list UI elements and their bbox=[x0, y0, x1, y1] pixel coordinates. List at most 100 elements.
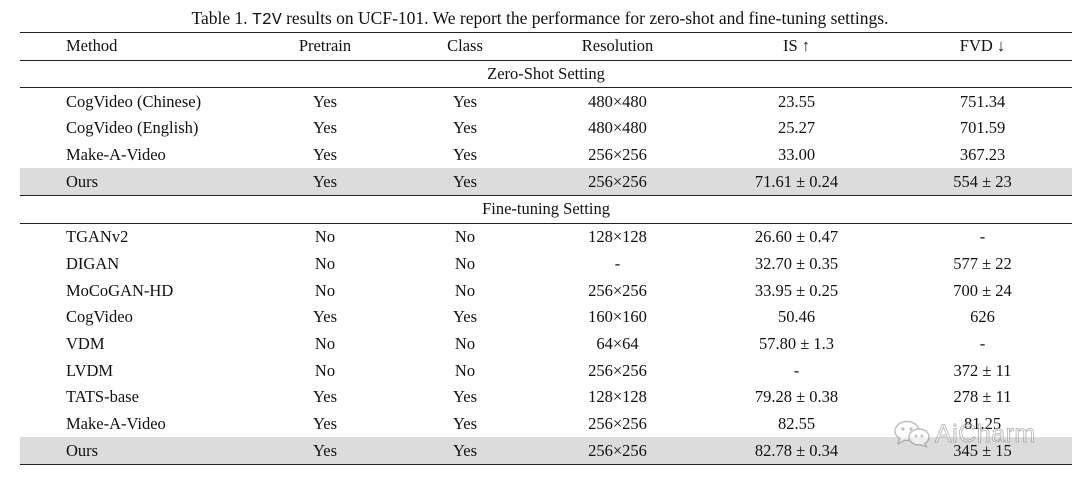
cell-fvd: 81.25 bbox=[963, 413, 1002, 433]
cell-fvd: - bbox=[979, 333, 986, 353]
cell-pretrain: Yes bbox=[312, 118, 337, 138]
cell-resolution: 256×256 bbox=[588, 413, 647, 433]
cell-method: MoCoGAN-HD bbox=[66, 280, 174, 300]
cell-is: - bbox=[793, 360, 800, 380]
header-pretrain: Pretrain bbox=[255, 32, 395, 61]
cell-fvd: 701.59 bbox=[959, 118, 1006, 138]
cell-pretrain: Yes bbox=[312, 91, 337, 111]
cell-method: DIGAN bbox=[66, 253, 120, 273]
cell-fvd: 345 ± 15 bbox=[893, 437, 1072, 466]
table-row: CogVideo Yes Yes 160×160 50.46 626 bbox=[20, 304, 1072, 331]
section-title: Fine-tuning Setting bbox=[20, 195, 1072, 224]
table-row: CogVideo (English) Yes Yes 480×480 25.27… bbox=[20, 115, 1072, 142]
cell-method: Make-A-Video bbox=[66, 145, 166, 165]
caption-model-code: T2V bbox=[252, 10, 282, 29]
cell-pretrain: Yes bbox=[255, 168, 395, 197]
cell-is: 79.28 ± 0.38 bbox=[754, 387, 839, 407]
table-row: TGANv2 No No 128×128 26.60 ± 0.47 - bbox=[20, 223, 1072, 250]
cell-is: 26.60 ± 0.47 bbox=[754, 227, 839, 247]
table-row: Make-A-Video Yes Yes 256×256 82.55 81.25 bbox=[20, 411, 1072, 438]
cell-method: LVDM bbox=[66, 360, 114, 380]
cell-resolution: 64×64 bbox=[596, 333, 639, 353]
cell-fvd: 372 ± 11 bbox=[953, 360, 1012, 380]
section-header-row: Zero-Shot Setting bbox=[20, 60, 1072, 89]
cell-method: TATS-base bbox=[66, 387, 139, 407]
header-row: Method Pretrain Class Resolution IS ↑ FV… bbox=[20, 32, 1072, 61]
table-row: MoCoGAN-HD No No 256×256 33.95 ± 0.25 70… bbox=[20, 277, 1072, 304]
cell-method: TGANv2 bbox=[66, 227, 129, 247]
cell-pretrain: Yes bbox=[312, 145, 337, 165]
header-fvd: FVD ↓ bbox=[893, 32, 1072, 61]
cell-is: 23.55 bbox=[777, 91, 816, 111]
cell-is: 25.27 bbox=[777, 118, 816, 138]
cell-class: Yes bbox=[452, 145, 477, 165]
cell-method: Ours bbox=[20, 437, 255, 466]
cell-method: VDM bbox=[66, 333, 105, 353]
table-row: CogVideo (Chinese) Yes Yes 480×480 23.55… bbox=[20, 88, 1072, 115]
cell-class: No bbox=[454, 280, 476, 300]
cell-class: No bbox=[454, 360, 476, 380]
header-is: IS ↑ bbox=[700, 32, 893, 61]
cell-resolution: 256×256 bbox=[535, 437, 700, 466]
cell-class: No bbox=[454, 253, 476, 273]
cell-resolution: - bbox=[614, 253, 621, 273]
cell-pretrain: No bbox=[314, 333, 336, 353]
caption-prefix: Table 1. bbox=[191, 8, 253, 28]
cell-class: Yes bbox=[452, 307, 477, 327]
cell-pretrain: Yes bbox=[312, 413, 337, 433]
cell-pretrain: No bbox=[314, 360, 336, 380]
cell-is: 57.80 ± 1.3 bbox=[758, 333, 835, 353]
cell-method: CogVideo bbox=[66, 307, 133, 327]
cell-pretrain: No bbox=[314, 253, 336, 273]
cell-fvd: 751.34 bbox=[959, 91, 1006, 111]
table-row: TATS-base Yes Yes 128×128 79.28 ± 0.38 2… bbox=[20, 384, 1072, 411]
cell-is: 33.95 ± 0.25 bbox=[754, 280, 839, 300]
cell-class: Yes bbox=[452, 118, 477, 138]
cell-resolution: 160×160 bbox=[588, 307, 647, 327]
cell-is: 82.78 ± 0.34 bbox=[700, 437, 893, 466]
cell-fvd: 577 ± 22 bbox=[953, 253, 1012, 273]
cell-method: CogVideo (Chinese) bbox=[66, 91, 202, 111]
cell-resolution: 256×256 bbox=[588, 145, 647, 165]
table-row-highlighted: Ours Yes Yes 256×256 71.61 ± 0.24 554 ± … bbox=[20, 168, 1072, 197]
header-resolution: Resolution bbox=[535, 32, 700, 61]
caption-suffix: results on UCF-101. We report the perfor… bbox=[281, 8, 889, 28]
cell-pretrain: Yes bbox=[312, 387, 337, 407]
cell-class: Yes bbox=[452, 91, 477, 111]
cell-resolution: 256×256 bbox=[588, 360, 647, 380]
cell-resolution: 256×256 bbox=[535, 168, 700, 197]
cell-class: Yes bbox=[452, 387, 477, 407]
table-row: Make-A-Video Yes Yes 256×256 33.00 367.2… bbox=[20, 142, 1072, 169]
cell-method: CogVideo (English) bbox=[66, 118, 199, 138]
zero-shot-section: Zero-Shot Setting CogVideo (Chinese) Yes… bbox=[20, 60, 1072, 197]
cell-is: 50.46 bbox=[777, 307, 816, 327]
cell-is: 82.55 bbox=[777, 413, 816, 433]
table-caption: Table 1. T2V results on UCF-101. We repo… bbox=[0, 7, 1080, 31]
results-table: Method Pretrain Class Resolution IS ↑ FV… bbox=[20, 32, 1072, 466]
cell-resolution: 480×480 bbox=[588, 91, 647, 111]
cell-class: Yes bbox=[395, 437, 535, 466]
cell-method: Ours bbox=[20, 168, 255, 197]
section-title: Zero-Shot Setting bbox=[20, 60, 1072, 89]
cell-class: No bbox=[454, 227, 476, 247]
cell-fvd: - bbox=[979, 227, 986, 247]
cell-resolution: 128×128 bbox=[588, 387, 647, 407]
cell-class: Yes bbox=[452, 413, 477, 433]
header-method: Method bbox=[20, 32, 255, 61]
cell-resolution: 128×128 bbox=[588, 227, 647, 247]
cell-class: No bbox=[454, 333, 476, 353]
cell-pretrain: No bbox=[314, 227, 336, 247]
cell-resolution: 480×480 bbox=[588, 118, 647, 138]
cell-pretrain: No bbox=[314, 280, 336, 300]
cell-fvd: 278 ± 11 bbox=[953, 387, 1012, 407]
table-row: LVDM No No 256×256 - 372 ± 11 bbox=[20, 357, 1072, 384]
cell-is: 71.61 ± 0.24 bbox=[700, 168, 893, 197]
cell-fvd: 626 bbox=[970, 307, 995, 327]
fine-tuning-section: Fine-tuning Setting TGANv2 No No 128×128… bbox=[20, 195, 1072, 466]
cell-method: Make-A-Video bbox=[66, 413, 166, 433]
cell-pretrain: Yes bbox=[255, 437, 395, 466]
cell-class: Yes bbox=[395, 168, 535, 197]
table-row: DIGAN No No - 32.70 ± 0.35 577 ± 22 bbox=[20, 251, 1072, 278]
cell-resolution: 256×256 bbox=[588, 280, 647, 300]
header-class: Class bbox=[395, 32, 535, 61]
